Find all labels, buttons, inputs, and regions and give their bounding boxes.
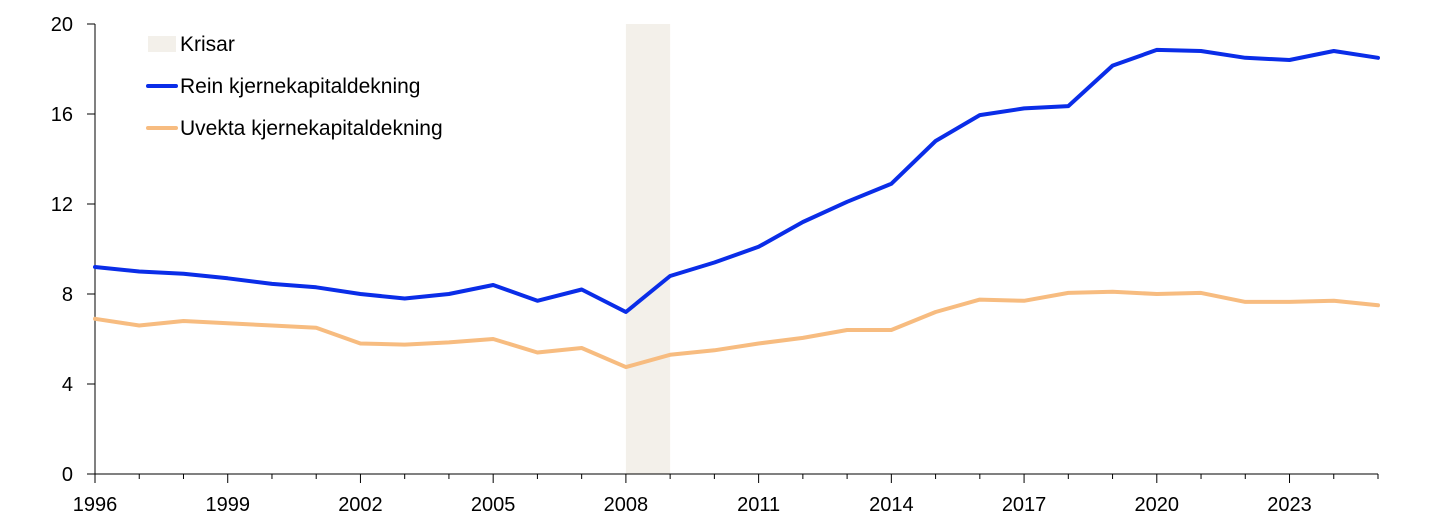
y-tick-label-5: 20	[51, 14, 73, 36]
crisis-shading-layer	[625, 24, 671, 474]
series-line-1	[93, 289, 1380, 370]
y-tick-label-4: 16	[51, 104, 73, 126]
legend-label-2: Uvekta kjernekapitaldekning	[180, 117, 443, 140]
y-tick-label-2: 8	[62, 284, 73, 306]
legend-swatch-0	[148, 36, 176, 52]
axes: 0 4 8 12 16 20 1996 1999 2002 2005 2008 2011 2014 201…	[51, 14, 1379, 516]
x-tick-label-0: 1996	[73, 494, 118, 516]
x-tick-label-6: 2014	[869, 494, 914, 516]
y-tick-label-1: 4	[62, 374, 73, 396]
legend-label-0: Krisar	[180, 33, 235, 56]
legend: Krisar Rein kjernekapitaldekning Uvekta kj…	[146, 33, 443, 140]
x-tick-label-3: 2005	[471, 494, 516, 516]
x-tick-label-2: 2002	[338, 494, 383, 516]
y-tick-label-0: 0	[62, 464, 73, 486]
series-line-0	[93, 47, 1380, 314]
x-tick-label-7: 2017	[1002, 494, 1047, 516]
x-tick-label-1: 1999	[205, 494, 250, 516]
x-tick-label-4: 2008	[604, 494, 649, 516]
y-tick-label-3: 12	[51, 194, 73, 216]
x-tick-label-8: 2020	[1135, 494, 1180, 516]
legend-label-1: Rein kjernekapitaldekning	[180, 75, 421, 98]
series-lines	[93, 47, 1380, 370]
x-tick-label-5: 2011	[737, 494, 780, 516]
crisis-band-0	[625, 24, 671, 474]
x-tick-label-9: 2023	[1267, 494, 1312, 516]
